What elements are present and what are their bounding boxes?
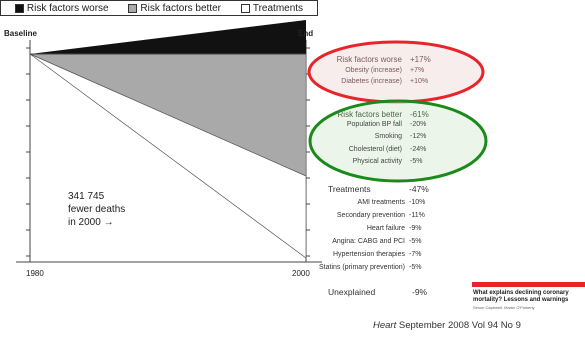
treatments-row-1-label: AMI treatments	[357, 199, 405, 206]
table-row-better-4: Physical activity -5%	[300, 158, 440, 168]
table-row-better-3: Cholesterol (diet) -24%	[300, 146, 440, 156]
worse-header-label: Risk factors worse	[336, 55, 402, 64]
better-row-4-value: -5%	[410, 158, 423, 165]
treatments-row-4-value: -5%	[409, 238, 422, 245]
better-highlight-ellipse	[308, 99, 488, 183]
table-row-worse-header: Risk factors worse +17%	[300, 55, 440, 65]
better-header-value: -61%	[410, 110, 429, 119]
end-ticks	[306, 47, 310, 257]
treatments-row-2-value: -11%	[409, 212, 425, 219]
treatments-row-5-value: -7%	[409, 251, 422, 258]
table-row-treatments-4: Angina: CABG and PCI -5%	[300, 238, 450, 248]
treatments-row-6-value: -5%	[409, 264, 422, 271]
legend-label-worse: Risk factors worse	[26, 2, 109, 14]
table-row-better-2: Smoking -12%	[300, 133, 440, 143]
baseline-label: Baseline	[4, 29, 37, 38]
treatments-row-6-label: Statins (primary prevention)	[319, 264, 405, 271]
better-row-3-value: -24%	[410, 146, 427, 153]
worse-row-1-label: Obesity (increase)	[345, 67, 402, 74]
legend-swatch-worse	[14, 3, 24, 13]
legend-item-treatments: Treatments	[240, 2, 304, 14]
area-treatments	[29, 53, 307, 259]
paper-accent-bar	[472, 282, 585, 287]
area-risk-factors-worse	[30, 20, 306, 54]
treatments-row-5-label: Hypertension therapies	[333, 251, 405, 258]
legend-label-better: Risk factors better	[140, 2, 222, 14]
paper-authors: Simon Capewell, Martin O'Flaherty	[473, 305, 535, 310]
treatments-row-4-label: Angina: CABG and PCI	[332, 238, 405, 245]
start-year-label: 1980	[26, 269, 44, 278]
worse-header-value: +17%	[410, 55, 431, 64]
deaths-note-line3: in 2000 →	[68, 217, 114, 228]
better-row-2-label: Smoking	[374, 133, 402, 140]
better-row-4-label: Physical activity	[352, 158, 402, 165]
legend-swatch-better	[128, 3, 138, 13]
deaths-note-line1: 341 745	[68, 191, 105, 202]
table-row-better-1: Population BP fall -20%	[300, 121, 440, 131]
paper-title: What explains declining coronary mortali…	[473, 290, 569, 303]
journal-citation: Heart September 2008 Vol 94 No 9	[373, 320, 521, 331]
table-row-better-header: Risk factors better -61%	[300, 110, 440, 120]
better-header-label: Risk factors better	[337, 110, 402, 119]
end-label: End	[298, 29, 313, 38]
table-row-worse-1: Obesity (increase) +7%	[300, 67, 440, 77]
treatments-header-value: -47%	[409, 184, 429, 194]
table-row-treatments-6: Statins (primary prevention) -5%	[300, 264, 450, 274]
table-row-treatments-1: AMI treatments -10%	[300, 199, 450, 209]
better-row-1-value: -20%	[410, 121, 427, 128]
table-row-treatments-2: Secondary prevention -11%	[300, 212, 450, 222]
better-row-2-value: -12%	[410, 133, 427, 140]
deaths-note-line2: fewer deaths	[68, 204, 125, 215]
end-year-label: 2000	[292, 269, 310, 278]
worse-row-1-value: +7%	[410, 67, 425, 74]
table-row-treatments-5: Hypertension therapies -7%	[300, 251, 450, 261]
treatments-row-3-value: -9%	[409, 225, 422, 232]
legend-label-treatments: Treatments	[252, 2, 304, 14]
treatments-row-3-label: Heart failure	[366, 225, 405, 232]
table-row-treatments-3: Heart failure -9%	[300, 225, 450, 235]
table-row-treatments-header: Treatments -47%	[328, 184, 448, 195]
table-row-unexplained: Unexplained -9%	[328, 287, 448, 298]
baseline-ticks	[26, 47, 30, 257]
treatments-row-2-label: Secondary prevention	[336, 212, 405, 219]
legend-swatch-treatments	[240, 3, 250, 13]
unexplained-value: -9%	[412, 287, 428, 297]
better-row-3-label: Cholesterol (diet)	[348, 146, 402, 153]
chart-legend: Risk factors worse Risk factors better T…	[0, 0, 318, 16]
journal-issue: September 2008 Vol 94 No 9	[398, 320, 521, 331]
journal-name: Heart	[373, 320, 397, 331]
table-row-worse-2: Diabetes (increase) +10%	[300, 78, 440, 88]
worse-row-2-value: +10%	[410, 78, 429, 85]
treatments-row-1-value: -10%	[409, 199, 426, 206]
worse-row-2-label: Diabetes (increase)	[341, 78, 402, 85]
unexplained-label: Unexplained	[328, 287, 376, 297]
treatments-header-label: Treatments	[328, 184, 371, 194]
legend-item-worse: Risk factors worse	[14, 2, 109, 14]
better-row-1-label: Population BP fall	[346, 121, 402, 128]
legend-item-better: Risk factors better	[128, 3, 221, 14]
